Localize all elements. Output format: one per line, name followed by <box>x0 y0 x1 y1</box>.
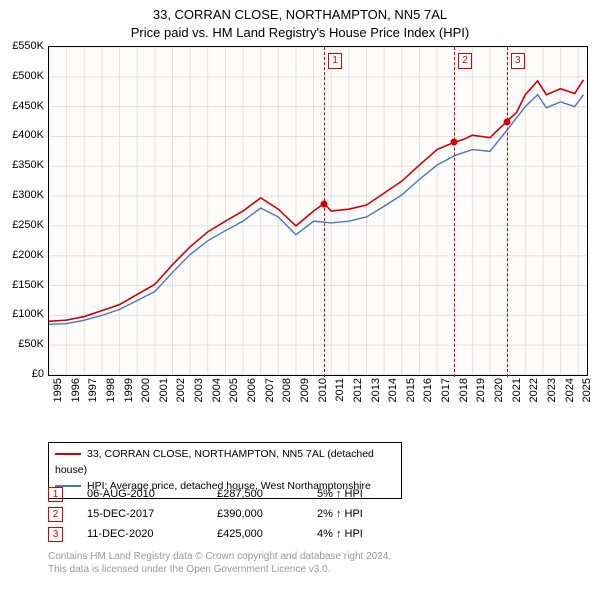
y-tick-label: £500K <box>12 70 44 82</box>
x-tick-label: 2022 <box>528 378 540 408</box>
title-line-2: Price paid vs. HM Land Registry's House … <box>0 24 600 42</box>
x-tick-label: 1999 <box>123 378 135 408</box>
y-tick-label: £550K <box>12 40 44 52</box>
plot: 1 2 3 <box>48 46 588 376</box>
sale-index-box: 2 <box>458 53 472 69</box>
x-tick-label: 2024 <box>564 378 576 408</box>
y-tick-label: £100K <box>12 308 44 320</box>
legend-swatch-property <box>55 453 81 455</box>
sale-price: £390,000 <box>217 508 317 520</box>
y-tick-label: £50K <box>18 338 44 350</box>
sale-index-box: 1 <box>48 487 63 502</box>
sale-pct: 5% ↑ HPI <box>317 488 417 500</box>
chart-area: 123 £0£50K£100K£150K£200K£250K£300K£350K… <box>48 46 588 406</box>
x-tick-label: 2021 <box>511 378 523 408</box>
sale-row: 2 15-DEC-2017£390,0002% ↑ HPI <box>48 504 417 524</box>
x-tick-label: 2004 <box>211 378 223 408</box>
sale-index-box: 2 <box>48 507 63 522</box>
x-tick-label: 1996 <box>70 378 82 408</box>
x-tick-label: 2018 <box>458 378 470 408</box>
sale-row: 3 11-DEC-2020£425,0004% ↑ HPI <box>48 524 417 544</box>
sale-date: 15-DEC-2017 <box>87 508 217 520</box>
x-tick-label: 2009 <box>299 378 311 408</box>
chart-container: 33, CORRAN CLOSE, NORTHAMPTON, NN5 7AL P… <box>0 0 600 590</box>
x-tick-label: 2007 <box>264 378 276 408</box>
x-tick-label: 2020 <box>493 378 505 408</box>
legend-item-property: 33, CORRAN CLOSE, NORTHAMPTON, NN5 7AL (… <box>55 447 395 479</box>
x-tick-label: 2023 <box>546 378 558 408</box>
x-tick-label: 2025 <box>581 378 593 408</box>
x-tick-label: 2002 <box>175 378 187 408</box>
chart-title: 33, CORRAN CLOSE, NORTHAMPTON, NN5 7AL P… <box>0 0 600 41</box>
x-tick-label: 2014 <box>387 378 399 408</box>
sale-vline <box>324 47 325 377</box>
y-tick-label: £300K <box>12 189 44 201</box>
x-tick-label: 2017 <box>440 378 452 408</box>
x-tick-label: 1997 <box>87 378 99 408</box>
x-tick-label: 2015 <box>405 378 417 408</box>
y-tick-label: £200K <box>12 249 44 261</box>
sale-index-box: 1 <box>328 53 342 69</box>
sale-index-box: 3 <box>511 53 525 69</box>
sales-table: 1 06-AUG-2010£287,5005% ↑ HPI 2 15-DEC-2017… <box>48 484 417 544</box>
x-tick-label: 2008 <box>281 378 293 408</box>
sale-date: 11-DEC-2020 <box>87 528 217 540</box>
sale-vline <box>507 47 508 377</box>
attribution-line-2: This data is licensed under the Open Gov… <box>48 563 391 576</box>
sale-vline <box>454 47 455 377</box>
legend-label-property: 33, CORRAN CLOSE, NORTHAMPTON, NN5 7AL (… <box>55 448 374 476</box>
x-tick-label: 2019 <box>475 378 487 408</box>
attribution-line-1: Contains HM Land Registry data © Crown c… <box>48 550 391 563</box>
sale-pct: 4% ↑ HPI <box>317 528 417 540</box>
x-tick-label: 2011 <box>334 378 346 408</box>
sale-index-box: 3 <box>48 527 63 542</box>
y-tick-label: £150K <box>12 279 44 291</box>
sale-pct: 2% ↑ HPI <box>317 508 417 520</box>
x-tick-label: 1998 <box>105 378 117 408</box>
x-tick-label: 2001 <box>158 378 170 408</box>
x-tick-label: 2005 <box>228 378 240 408</box>
attribution: Contains HM Land Registry data © Crown c… <box>48 550 391 576</box>
x-tick-label: 1995 <box>52 378 64 408</box>
x-tick-label: 2006 <box>246 378 258 408</box>
y-tick-label: £250K <box>12 219 44 231</box>
x-tick-label: 2003 <box>193 378 205 408</box>
y-tick-label: £0 <box>32 368 44 380</box>
sale-price: £287,500 <box>217 488 317 500</box>
y-tick-label: £450K <box>12 100 44 112</box>
sale-price: £425,000 <box>217 528 317 540</box>
x-tick-label: 2012 <box>352 378 364 408</box>
y-tick-label: £400K <box>12 129 44 141</box>
x-tick-label: 2010 <box>317 378 329 408</box>
title-line-1: 33, CORRAN CLOSE, NORTHAMPTON, NN5 7AL <box>0 6 600 24</box>
sale-date: 06-AUG-2010 <box>87 488 217 500</box>
y-tick-label: £350K <box>12 159 44 171</box>
x-tick-label: 2000 <box>140 378 152 408</box>
x-tick-label: 2013 <box>370 378 382 408</box>
sale-row: 1 06-AUG-2010£287,5005% ↑ HPI <box>48 484 417 504</box>
x-tick-label: 2016 <box>422 378 434 408</box>
